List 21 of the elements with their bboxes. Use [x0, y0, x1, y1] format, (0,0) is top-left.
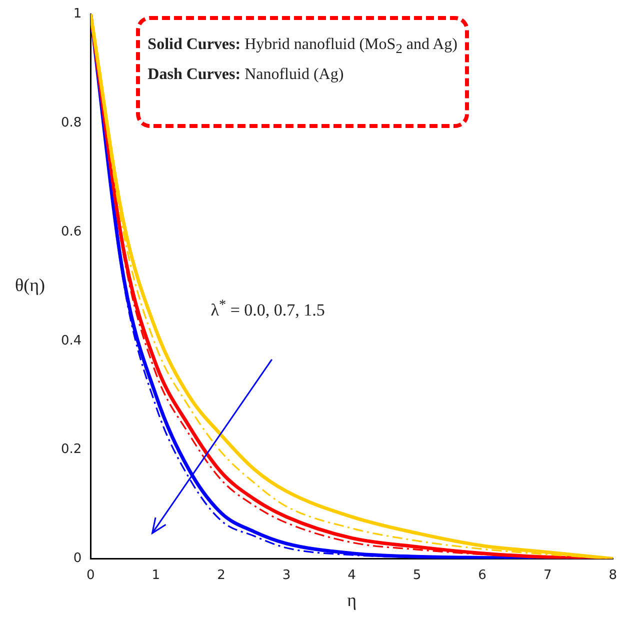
x-tick-label: 5	[412, 568, 422, 583]
x-tick-label: 4	[348, 568, 356, 583]
note-box: Solid Curves: Hybrid nanofluid (MoS$_{2}$ and Ag) Dash Curves: Nanofluid (Ag)	[136, 16, 470, 128]
x-tick-label: 6	[478, 568, 486, 583]
x-tick-label: 1	[152, 568, 160, 583]
y-axis-title: θ(η)	[14, 275, 46, 296]
x-tick-label: 8	[608, 568, 618, 583]
annotation: Solid Curves: Hybrid nanofluid (MoS$_{2}$ and Ag)	[148, 35, 458, 58]
y-tick-label: 1	[73, 6, 82, 22]
annotation: Dash Curves: Nanofluid (Ag)	[148, 65, 345, 86]
x-tick-label: 0	[86, 568, 95, 583]
y-tick-label: 0	[73, 551, 82, 566]
x-tick-label: 2	[217, 568, 226, 583]
y-tick-label: 0.6	[60, 224, 82, 240]
x-axis-title: η	[347, 590, 356, 610]
annotation: λ$^{*}$ = 0.0, 0.7, 1.5	[210, 297, 325, 321]
y-tick-label: 0.2	[60, 442, 82, 458]
x-tick-label: 3	[282, 568, 291, 583]
y-tick-label: 0.4	[60, 333, 82, 348]
x-tick-label: 7	[543, 568, 552, 583]
y-tick-label: 0.8	[60, 115, 82, 130]
